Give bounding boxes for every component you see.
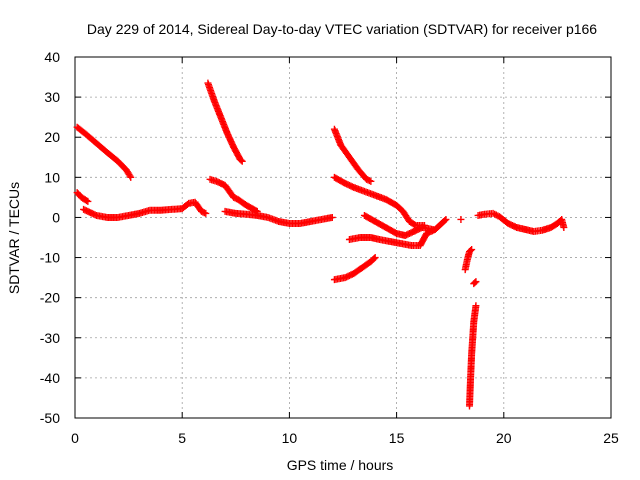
series-arc-2: [73, 189, 92, 205]
data-point: [127, 173, 135, 181]
y-tick-label: 20: [44, 129, 60, 145]
data-point: [472, 302, 480, 310]
data-point: [471, 279, 479, 287]
y-tick-label: -20: [40, 290, 60, 306]
series-arc-15: [470, 278, 480, 288]
data-point: [83, 197, 91, 205]
x-axis-label: GPS time / hours: [287, 457, 394, 473]
series-arc-4: [204, 79, 246, 165]
y-tick-label: 0: [52, 209, 60, 225]
y-tick-label: -10: [40, 250, 60, 266]
data-layer: [73, 79, 568, 410]
series-arc-3: [80, 198, 210, 221]
plot-frame: [74, 56, 612, 419]
x-tick-label: 25: [603, 430, 619, 446]
grid-layer: [75, 57, 611, 418]
data-point: [472, 278, 480, 286]
series-arc-13: [461, 246, 476, 274]
series-arc-11: [330, 254, 379, 284]
series-arc-5: [206, 175, 261, 215]
data-point: [367, 177, 375, 185]
series-arc-14: [465, 302, 480, 410]
data-point: [84, 197, 92, 205]
series-arc-10: [345, 215, 450, 250]
data-point: [489, 209, 497, 217]
chart-title: Day 229 of 2014, Sidereal Day-to-day VTE…: [87, 21, 597, 37]
y-tick-label: 40: [44, 49, 60, 65]
data-point: [371, 254, 379, 262]
data-point: [202, 209, 210, 217]
series-arc-12: [457, 215, 465, 223]
y-tick-label: -40: [40, 370, 60, 386]
series-arc-16: [474, 209, 568, 235]
y-tick-label: 10: [44, 169, 60, 185]
x-tick-label: 0: [71, 430, 79, 446]
data-point: [457, 215, 465, 223]
x-tick-label: 10: [282, 430, 298, 446]
x-tick-label: 5: [178, 430, 186, 446]
data-point: [491, 210, 499, 218]
data-point: [370, 255, 378, 263]
series-arc-1: [73, 123, 135, 181]
series-arc-6: [221, 207, 336, 227]
data-point: [237, 156, 245, 164]
series-arc-7: [330, 125, 375, 185]
ticks-layer: 0 5 10 15 20 25 -50 -40 -30 -20 -10 0 10 20 30 40: [40, 49, 619, 446]
data-point: [442, 215, 450, 223]
data-point: [238, 157, 246, 165]
data-point: [441, 216, 449, 224]
y-axis-label: SDTVAR / TECUs: [6, 182, 22, 294]
x-tick-label: 15: [389, 430, 405, 446]
data-point: [126, 172, 134, 180]
data-point: [328, 213, 336, 221]
data-point: [467, 247, 475, 255]
x-tick-label: 20: [496, 430, 512, 446]
data-point: [560, 223, 568, 231]
data-point: [468, 246, 476, 254]
y-tick-label: -30: [40, 330, 60, 346]
y-tick-label: -50: [40, 410, 60, 426]
y-tick-label: 30: [44, 89, 60, 105]
data-point: [492, 211, 500, 219]
